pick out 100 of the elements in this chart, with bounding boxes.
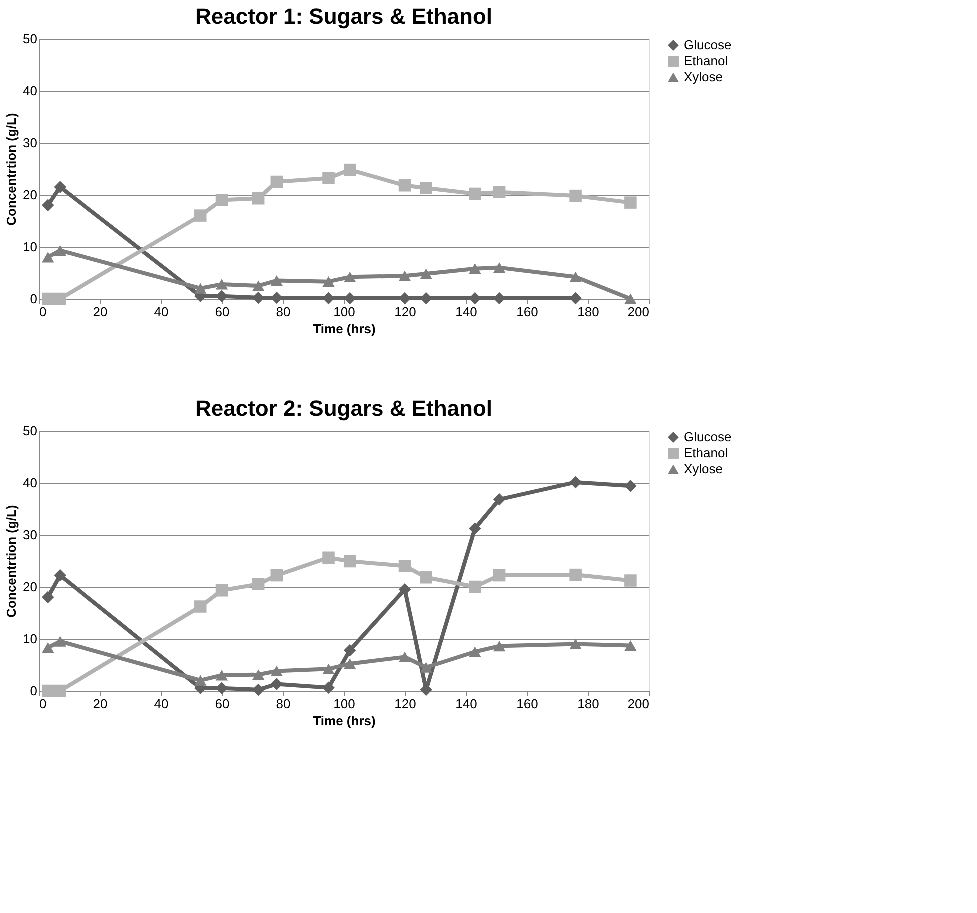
point xyxy=(322,172,335,184)
x-tick-label: 140 xyxy=(456,696,478,712)
y-tick-label: 10 xyxy=(23,632,38,646)
x-tick-label: 80 xyxy=(276,696,291,712)
y-tick-label: 30 xyxy=(23,528,38,542)
point xyxy=(344,644,356,657)
point xyxy=(398,560,412,572)
x-tick-label: 180 xyxy=(578,304,600,320)
legend-label: Xylose xyxy=(684,70,724,84)
point xyxy=(398,180,412,192)
point xyxy=(344,164,356,176)
y-tick-label: 20 xyxy=(23,188,38,202)
point xyxy=(216,194,228,206)
y-tick-label: 0 xyxy=(30,684,38,698)
point xyxy=(624,574,637,587)
point xyxy=(493,262,506,274)
y-tick-label: 0 xyxy=(30,292,38,306)
point xyxy=(252,578,265,591)
point xyxy=(194,210,207,222)
chart-title: Reactor 2: Sugars & Ethanol xyxy=(195,396,493,421)
point xyxy=(42,292,54,306)
point xyxy=(270,176,284,188)
point xyxy=(194,675,207,686)
legend-label: Glucose xyxy=(684,430,732,444)
point xyxy=(469,188,482,200)
point xyxy=(42,591,54,604)
y-tick-label: 20 xyxy=(23,580,38,594)
point xyxy=(322,276,335,288)
point xyxy=(42,642,54,654)
x-tick-label: 140 xyxy=(456,304,478,320)
legend-label: Ethanol xyxy=(684,54,728,68)
point xyxy=(54,245,66,256)
point xyxy=(570,190,582,202)
point xyxy=(624,196,637,209)
x-tick-label: 100 xyxy=(334,696,356,712)
point xyxy=(270,275,284,286)
x-tick-label: 180 xyxy=(578,696,600,712)
x-tick-label: 60 xyxy=(215,696,230,712)
y-tick-label: 50 xyxy=(23,424,38,438)
point xyxy=(469,646,482,658)
point xyxy=(493,569,506,582)
point xyxy=(420,662,432,673)
y-axis-title: Concentrtion (g/L) xyxy=(4,113,20,226)
point xyxy=(624,294,637,304)
point xyxy=(54,292,66,306)
point xyxy=(344,658,356,670)
x-tick-label: 20 xyxy=(93,696,108,712)
point xyxy=(54,636,66,647)
legend-label: Xylose xyxy=(684,462,724,476)
x-tick-label: 20 xyxy=(93,304,108,320)
y-tick-label: 50 xyxy=(23,32,38,46)
point xyxy=(493,494,506,506)
legend-label: Glucose xyxy=(684,38,732,52)
point xyxy=(42,199,54,212)
point xyxy=(54,684,66,698)
x-tick-label: 120 xyxy=(394,304,416,320)
point xyxy=(194,600,207,613)
point xyxy=(469,264,482,274)
x-tick-label: 160 xyxy=(516,696,538,712)
x-tick-label: 100 xyxy=(334,304,356,320)
x-tick-label: 40 xyxy=(154,696,169,712)
y-tick-label: 40 xyxy=(23,84,38,98)
point xyxy=(624,640,637,652)
x-tick-label: 80 xyxy=(276,304,291,320)
point xyxy=(398,270,412,282)
point xyxy=(216,279,228,290)
legend-label: Ethanol xyxy=(684,446,728,460)
y-axis-title: Concentrtion (g/L) xyxy=(4,505,20,618)
chart-title: Reactor 1: Sugars & Ethanol xyxy=(195,4,493,29)
x-axis-title: Time (hrs) xyxy=(313,714,376,728)
point xyxy=(344,272,356,282)
x-tick-label: 120 xyxy=(394,696,416,712)
point xyxy=(398,652,412,663)
point xyxy=(252,670,265,680)
point xyxy=(270,569,284,582)
point xyxy=(420,182,432,194)
point xyxy=(216,670,228,681)
point xyxy=(216,584,228,597)
point xyxy=(322,682,335,694)
point xyxy=(42,684,54,698)
point xyxy=(194,283,207,294)
point xyxy=(570,638,582,650)
point xyxy=(420,572,432,584)
x-tick-label: 0 xyxy=(40,304,47,320)
point xyxy=(570,476,582,489)
x-tick-label: 160 xyxy=(516,304,538,320)
point xyxy=(570,272,582,282)
point xyxy=(398,583,412,596)
point xyxy=(420,268,432,280)
point xyxy=(469,580,482,594)
x-axis-title: Time (hrs) xyxy=(313,322,376,336)
point xyxy=(252,192,265,205)
point xyxy=(252,280,265,292)
point xyxy=(493,186,506,199)
point xyxy=(54,569,66,582)
x-tick-label: 0 xyxy=(40,696,47,712)
x-tick-label: 60 xyxy=(215,304,230,320)
point xyxy=(322,552,335,564)
point xyxy=(493,640,506,652)
point xyxy=(42,252,54,263)
